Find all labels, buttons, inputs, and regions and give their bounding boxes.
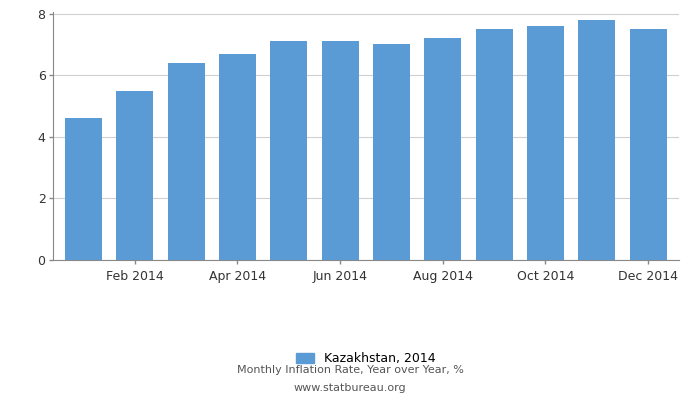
Bar [219,54,256,260]
Bar [578,20,615,260]
Text: www.statbureau.org: www.statbureau.org [294,383,406,393]
Bar [65,118,101,260]
Bar [424,38,461,260]
Bar [630,29,666,260]
Bar [321,41,358,260]
Bar [475,29,512,260]
Bar [270,41,307,260]
Legend: Kazakhstan, 2014: Kazakhstan, 2014 [295,352,436,365]
Bar [527,26,564,260]
Bar [116,90,153,260]
Text: Monthly Inflation Rate, Year over Year, %: Monthly Inflation Rate, Year over Year, … [237,365,463,375]
Bar [167,63,204,260]
Bar [373,44,410,260]
